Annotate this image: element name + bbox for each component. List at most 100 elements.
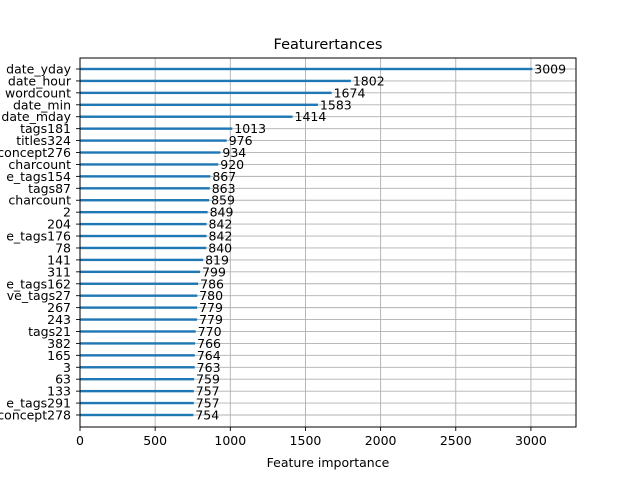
- y-tick-label: 78: [55, 240, 71, 255]
- bar-value-label: 934: [222, 145, 246, 160]
- y-tick-labels-group: date_ydaydate_hourwordcountdate_mindate_…: [0, 62, 80, 423]
- bars-group: [80, 67, 533, 417]
- y-tick-label: 3: [63, 360, 71, 375]
- bar-value-label: 859: [211, 193, 235, 208]
- x-tick-label: 2500: [440, 433, 472, 448]
- y-tick-label: tags181: [20, 121, 71, 136]
- bar-value-label: 976: [229, 133, 253, 148]
- y-tick-label: e_tags154: [6, 169, 71, 184]
- bar: [80, 127, 233, 130]
- bar: [80, 210, 208, 214]
- y-tick-label: concept276: [0, 145, 71, 160]
- bar: [80, 163, 219, 166]
- y-tick-label: date_min: [13, 97, 71, 112]
- grid-lines: [79, 58, 576, 427]
- y-tick-label: date_yday: [6, 62, 71, 77]
- y-tick-label: charcount: [8, 193, 71, 208]
- bar: [80, 294, 198, 297]
- bar: [80, 199, 210, 202]
- bar: [80, 139, 227, 142]
- value-labels-group: 3009180216741583141410139769349208678638…: [195, 62, 566, 423]
- chart-title: Featurertances: [274, 37, 383, 53]
- bar-value-label: 863: [212, 181, 236, 196]
- bar: [80, 270, 201, 274]
- x-tick-label: 0: [76, 433, 84, 448]
- bar-value-label: 779: [199, 312, 223, 327]
- y-tick-label: date_mday: [1, 109, 71, 124]
- bar-value-label: 799: [202, 264, 226, 279]
- y-tick-label: concept278: [0, 408, 71, 423]
- bar: [80, 318, 198, 321]
- y-tick-label: tags87: [28, 181, 71, 196]
- bar-value-label: 766: [197, 336, 221, 351]
- bar: [80, 234, 207, 238]
- x-tick-label: 2000: [365, 433, 397, 448]
- x-ticks-group: 0 500 1000 1500 2000 2500 3000: [76, 427, 547, 448]
- bar-value-label: 3009: [534, 62, 566, 77]
- bar-value-label: 842: [209, 229, 233, 244]
- x-tick-label: 1500: [290, 433, 322, 448]
- y-tick-label: 243: [47, 312, 71, 327]
- bar: [80, 354, 195, 357]
- bar: [80, 67, 533, 71]
- bar-value-label: 1583: [320, 97, 352, 112]
- x-tick-label: 500: [143, 433, 167, 448]
- bar: [80, 401, 194, 405]
- y-tick-label: 63: [55, 372, 71, 387]
- bar-value-label: 764: [197, 348, 221, 363]
- y-tick-label: charcount: [8, 157, 71, 172]
- y-tick-label: 311: [47, 264, 71, 279]
- y-tick-label: 133: [47, 384, 71, 399]
- y-tick-label: 267: [47, 300, 71, 315]
- bar: [80, 91, 332, 95]
- bar: [80, 378, 195, 381]
- bar-value-label: 757: [196, 396, 220, 411]
- bar-value-label: 770: [198, 324, 222, 339]
- y-tick-label: ve_tags27: [7, 288, 71, 303]
- y-tick-label: e_tags176: [6, 229, 71, 244]
- y-tick-label: wordcount: [5, 85, 71, 100]
- bar: [80, 151, 221, 154]
- bar: [80, 258, 204, 262]
- bar: [80, 330, 196, 333]
- bar: [80, 282, 199, 285]
- y-tick-label: e_tags162: [6, 276, 71, 291]
- bar-value-label: 840: [208, 240, 232, 255]
- bar: [80, 246, 207, 250]
- bar: [80, 342, 196, 345]
- bar: [80, 103, 318, 106]
- bar-value-label: 779: [199, 300, 223, 315]
- bar-value-label: 819: [205, 252, 229, 267]
- bar-value-label: 1414: [295, 109, 327, 124]
- y-tick-label: titles324: [16, 133, 71, 148]
- y-tick-label: 2: [63, 205, 71, 220]
- bar: [80, 413, 194, 417]
- bar: [80, 306, 198, 309]
- bar-value-label: 867: [212, 169, 236, 184]
- bar-value-label: 786: [200, 276, 224, 291]
- y-tick-label: 165: [47, 348, 71, 363]
- x-tick-label: 3000: [515, 433, 547, 448]
- x-axis-label: Feature importance: [267, 455, 390, 470]
- bar: [80, 79, 351, 83]
- bar-value-label: 763: [197, 360, 221, 375]
- bar-value-label: 1674: [334, 85, 366, 100]
- bar-value-label: 754: [195, 408, 219, 423]
- bar-value-label: 842: [209, 217, 233, 232]
- y-tick-label: 141: [47, 252, 71, 267]
- bar-value-label: 759: [196, 372, 220, 387]
- y-tick-label: tags21: [28, 324, 71, 339]
- y-tick-label: e_tags291: [6, 396, 71, 411]
- y-tick-label: 382: [47, 336, 71, 351]
- bar-value-label: 1802: [353, 73, 385, 88]
- plot-frame: [79, 57, 577, 428]
- bar: [80, 175, 211, 178]
- bar-value-label: 920: [220, 157, 244, 172]
- bar: [80, 389, 194, 393]
- y-tick-label: 204: [47, 217, 71, 232]
- bar-value-label: 1013: [234, 121, 266, 136]
- bar-value-label: 780: [199, 288, 223, 303]
- bar-value-label: 849: [210, 205, 234, 220]
- bar: [80, 366, 195, 369]
